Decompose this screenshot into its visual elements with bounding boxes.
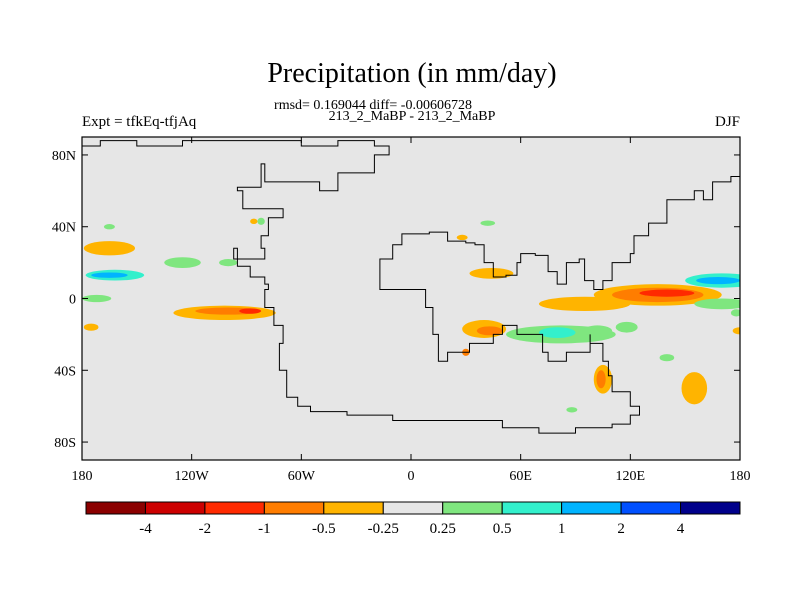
colorbar-label: -2	[199, 521, 212, 537]
colorbar-label: -0.25	[368, 521, 399, 537]
colorbar: -4 -2 -1 -0.5 -0.25 0.25 0.5 1 2 4	[85, 501, 741, 537]
x-axis-ticks: 180 120W 60W 0 60E 120E 180	[72, 137, 751, 484]
coastlines	[82, 140, 740, 434]
anomaly-region	[250, 218, 258, 225]
chart-subtitle: rmsd= 0.169044 diff= -0.00606728	[274, 98, 472, 113]
anomaly-region	[696, 276, 740, 285]
anomaly-region	[476, 326, 503, 336]
colorbar-label: 2	[617, 521, 625, 537]
anomaly-region	[164, 257, 201, 268]
y-tick-label: 40S	[54, 364, 76, 379]
anomaly-region	[582, 325, 613, 337]
anomaly-region	[681, 372, 708, 405]
colorbar-label: 0.5	[493, 521, 512, 537]
x-tick-label: 60W	[288, 469, 316, 484]
anomaly-region	[480, 220, 496, 226]
colorbar-label: 0.25	[430, 521, 456, 537]
x-tick-label: 120W	[175, 469, 210, 484]
colorbar-swatch	[144, 501, 206, 515]
anomaly-region	[91, 272, 128, 278]
anomaly-region	[659, 354, 675, 362]
colorbar-label: -4	[139, 521, 152, 537]
anomaly-region	[83, 241, 136, 256]
anomaly-region	[694, 298, 740, 310]
coastline	[82, 140, 740, 434]
anomaly-region	[239, 308, 262, 314]
colorbar-swatch	[85, 501, 146, 515]
x-tick-label: 120E	[616, 469, 646, 484]
colorbar-swatch	[561, 501, 622, 515]
anomaly-region	[219, 259, 238, 267]
anomaly-region	[730, 309, 740, 317]
anomaly-region	[615, 321, 638, 333]
colorbar-label: -0.5	[312, 521, 336, 537]
anomaly-fields	[82, 217, 740, 413]
season-label: DJF	[715, 114, 740, 130]
y-axis-ticks: 80N 40N 0 40S 80S	[52, 149, 740, 451]
anomaly-region	[469, 267, 514, 279]
colorbar-swatch	[501, 501, 563, 515]
anomaly-region	[639, 289, 695, 297]
y-tick-label: 80S	[54, 436, 76, 451]
colorbar-swatch	[620, 501, 682, 515]
x-tick-label: 180	[72, 469, 93, 484]
x-tick-label: 0	[408, 469, 415, 484]
map-panel	[81, 136, 741, 461]
y-tick-label: 80N	[52, 149, 76, 164]
anomaly-region	[456, 234, 468, 241]
anomaly-region	[732, 327, 740, 335]
anomaly-region	[596, 370, 606, 389]
anomaly-region	[82, 294, 112, 303]
x-tick-label: 180	[730, 469, 751, 484]
anomaly-region	[83, 323, 99, 331]
colorbar-label: -1	[258, 521, 271, 537]
anomaly-region	[103, 224, 115, 230]
colorbar-swatch	[382, 501, 444, 515]
chart-title: Precipitation (in mm/day)	[267, 58, 556, 89]
colorbar-swatch	[442, 501, 503, 515]
anomaly-region	[257, 217, 265, 225]
x-tick-label: 60E	[509, 469, 532, 484]
colorbar-swatch	[323, 501, 384, 515]
y-tick-label: 40N	[52, 221, 76, 236]
anomaly-region	[538, 327, 576, 338]
anomaly-region	[566, 407, 578, 413]
y-tick-label: 0	[69, 293, 76, 308]
experiment-label: Expt = tfkEq-tfjAq	[82, 114, 197, 130]
colorbar-swatch	[680, 501, 741, 515]
colorbar-label: 1	[558, 521, 566, 537]
colorbar-swatch	[204, 501, 265, 515]
case-label: 213_2_MaBP - 213_2_MaBP	[329, 109, 496, 124]
colorbar-label: 4	[677, 521, 685, 537]
colorbar-swatch	[263, 501, 325, 515]
